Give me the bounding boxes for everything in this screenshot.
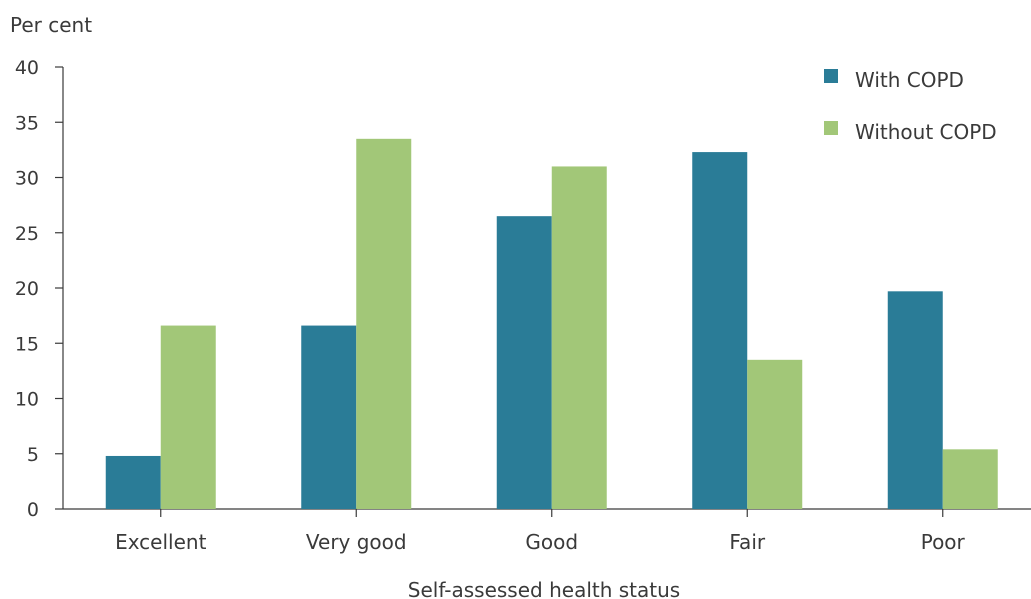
y-tick-label: 35 <box>15 112 39 134</box>
bar-without-copd-very-good <box>356 138 412 509</box>
bar-without-copd-good <box>551 166 607 509</box>
bar-without-copd-poor <box>942 449 998 509</box>
x-category-label: Very good <box>306 530 407 554</box>
y-tick-label: 40 <box>15 57 39 79</box>
x-category-label: Fair <box>729 530 765 554</box>
bar-with-copd-excellent <box>105 455 161 509</box>
x-category-label: Poor <box>921 530 966 554</box>
y-axis-title: Per cent <box>10 13 92 37</box>
legend-label: Without COPD <box>855 120 997 144</box>
bar-with-copd-very-good <box>301 325 357 509</box>
legend-label: With COPD <box>855 68 964 92</box>
legend: With COPD Without COPD <box>824 68 997 144</box>
y-tick-label: 10 <box>15 389 39 411</box>
y-tick-label: 30 <box>15 168 39 190</box>
legend-swatch <box>824 69 838 83</box>
y-tick-label: 20 <box>15 278 39 300</box>
y-tick-label: 15 <box>15 333 39 355</box>
y-tick-label: 5 <box>27 444 39 466</box>
x-axis-categories: Excellent Very good Good Fair Poor <box>115 509 966 554</box>
x-axis-title: Self-assessed health status <box>408 578 680 599</box>
bar-without-copd-excellent <box>160 325 216 509</box>
legend-swatch <box>824 121 838 135</box>
x-category-label: Excellent <box>115 530 207 554</box>
x-category-label: Good <box>525 530 578 554</box>
y-axis-ticks: 0 5 10 15 20 25 30 35 40 <box>15 57 63 521</box>
bar-with-copd-good <box>496 216 552 510</box>
bars <box>105 138 998 510</box>
bar-with-copd-fair <box>692 152 748 509</box>
y-tick-label: 0 <box>27 499 39 521</box>
bar-without-copd-fair <box>747 359 803 509</box>
y-tick-label: 25 <box>15 223 39 245</box>
bar-with-copd-poor <box>887 291 943 509</box>
